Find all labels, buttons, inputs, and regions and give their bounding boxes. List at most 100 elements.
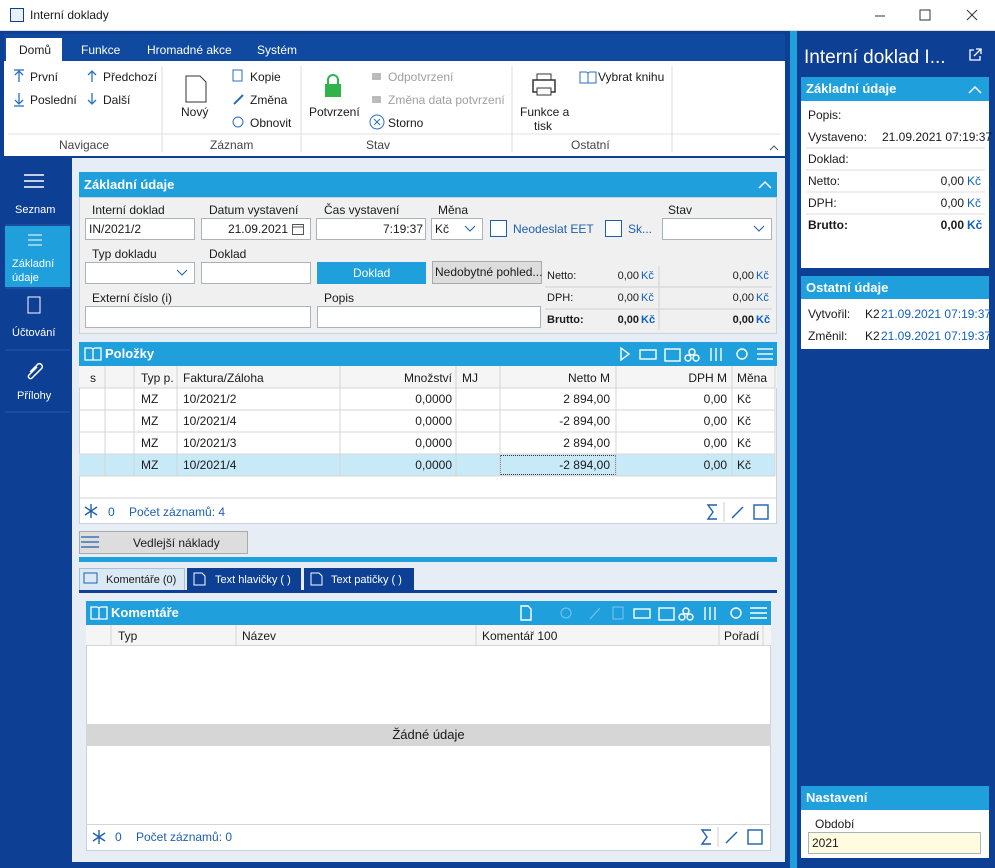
checkbox[interactable]: [490, 220, 507, 237]
grid-cell[interactable]: 0,0000: [415, 392, 452, 406]
column-header[interactable]: MJ: [462, 371, 478, 385]
period-select[interactable]: [808, 832, 981, 854]
grid-cell[interactable]: Kč: [737, 458, 752, 472]
user: K2: [865, 329, 880, 343]
grid-cell[interactable]: 2 894,00: [563, 392, 610, 406]
grid-cell[interactable]: 0,0000: [415, 436, 452, 450]
ribbon-button[interactable]: Změna: [250, 93, 288, 107]
currency: Kč: [641, 292, 654, 304]
grid-cell[interactable]: -2 894,00: [559, 414, 610, 428]
sidebar-item[interactable]: Účtování: [12, 327, 56, 339]
column-header[interactable]: Pořadí: [724, 629, 760, 643]
grid-cell[interactable]: 2 894,00: [563, 436, 610, 450]
footer-tools[interactable]: [700, 502, 780, 522]
ribbon-button[interactable]: Vybrat knihu: [598, 70, 665, 84]
column-header[interactable]: Typ p.: [141, 371, 174, 385]
collapse-icon[interactable]: [757, 178, 773, 192]
window-controls[interactable]: [870, 8, 990, 24]
sidebar-item[interactable]: Seznam: [15, 204, 56, 216]
toolbar[interactable]: [615, 345, 777, 363]
ribbon-button[interactable]: Potvrzení: [309, 105, 360, 119]
ribbon-button[interactable]: Obnovit: [250, 116, 292, 130]
grid-cell[interactable]: 10/2021/3: [183, 436, 237, 450]
column-header[interactable]: Množství: [403, 371, 452, 385]
panel-header: [86, 601, 771, 625]
grid-cell[interactable]: -2 894,00: [559, 458, 610, 472]
grid-cell[interactable]: 0,00: [703, 458, 727, 472]
tab[interactable]: [187, 568, 301, 591]
ribbon-button[interactable]: Odpotvrzení: [388, 70, 454, 84]
popout-icon[interactable]: [968, 48, 982, 62]
toolbar[interactable]: [518, 604, 770, 622]
ribbon-button[interactable]: První: [30, 70, 59, 84]
grid-cell[interactable]: MZ: [141, 458, 159, 472]
sidebar-item[interactable]: údaje: [12, 272, 39, 284]
ribbon-button[interactable]: Kopie: [250, 70, 281, 84]
state-select[interactable]: [662, 218, 772, 240]
checkbox-label: Sk...: [628, 222, 653, 236]
card-label: Popis:: [808, 108, 842, 122]
button-label: Nedobytné pohled...: [435, 265, 543, 279]
ribbon-button[interactable]: Změna data potvrzení: [388, 93, 505, 107]
button[interactable]: [79, 531, 248, 554]
ribbon-button[interactable]: Storno: [388, 116, 424, 130]
input[interactable]: [317, 306, 541, 328]
button[interactable]: [317, 262, 426, 284]
column-header[interactable]: DPH M: [688, 371, 727, 385]
ribbon-button[interactable]: Další: [103, 93, 131, 107]
grid-cell[interactable]: 0,0000: [415, 458, 452, 472]
total-value: 0,00: [732, 314, 754, 326]
grid-cell[interactable]: Kč: [737, 392, 752, 406]
splitter[interactable]: [79, 557, 777, 562]
date-input[interactable]: [201, 218, 311, 240]
ribbon-button[interactable]: Poslední: [30, 93, 77, 107]
freeze-icon[interactable]: [83, 503, 99, 519]
grid-cell[interactable]: 0,00: [703, 414, 727, 428]
grid-cell[interactable]: 0,0000: [415, 414, 452, 428]
grid-cell[interactable]: MZ: [141, 392, 159, 406]
input[interactable]: [201, 262, 311, 284]
column-header[interactable]: Typ: [118, 629, 138, 643]
column-header[interactable]: Faktura/Záloha: [183, 371, 264, 385]
calendar-icon[interactable]: [292, 223, 304, 235]
grid-cell[interactable]: Kč: [737, 436, 752, 450]
grid-cell[interactable]: 0,00: [703, 436, 727, 450]
grid-cell[interactable]: MZ: [141, 414, 159, 428]
footer-tools[interactable]: [694, 827, 774, 847]
input[interactable]: [85, 218, 195, 240]
sidebar-item[interactable]: Základní: [12, 258, 55, 270]
ribbon-button[interactable]: Předchozí: [103, 70, 158, 84]
column-header[interactable]: Netto M: [567, 371, 610, 385]
type-select[interactable]: [85, 262, 195, 284]
currency: Kč: [967, 174, 982, 188]
ribbon-button[interactable]: tisk: [534, 119, 552, 133]
column-header[interactable]: Název: [242, 629, 277, 643]
time-input[interactable]: [316, 218, 426, 240]
grid-cell[interactable]: 10/2021/2: [183, 392, 237, 406]
freeze-icon[interactable]: [91, 829, 107, 845]
checkbox[interactable]: [605, 220, 622, 237]
column-header[interactable]: s: [90, 371, 96, 385]
grid-cell[interactable]: MZ: [141, 436, 159, 450]
tab[interactable]: [304, 568, 414, 591]
grid-cell[interactable]: Kč: [737, 414, 752, 428]
grid-cell[interactable]: 0,00: [703, 392, 727, 406]
button[interactable]: [432, 261, 542, 284]
grid-cell[interactable]: 10/2021/4: [183, 414, 237, 428]
ribbon-tab[interactable]: Hromadné akce: [147, 43, 232, 57]
grid-cell[interactable]: 10/2021/4: [183, 458, 237, 472]
column-header[interactable]: Komentář 100: [482, 629, 558, 643]
currency: Kč: [641, 270, 654, 282]
column-header[interactable]: Měna: [737, 371, 768, 385]
currency-select[interactable]: [431, 218, 483, 240]
card-header: [801, 276, 989, 299]
ribbon-button[interactable]: Funkce a: [520, 105, 570, 119]
ribbon-button[interactable]: Nový: [181, 105, 209, 119]
ribbon-tab[interactable]: Domů: [19, 43, 52, 57]
group-label: Záznam: [210, 138, 254, 152]
ribbon-tab[interactable]: Systém: [257, 43, 298, 57]
panel-splitter[interactable]: [790, 31, 797, 868]
input[interactable]: [85, 306, 311, 328]
ribbon-tab[interactable]: Funkce: [81, 43, 121, 57]
sidebar-item[interactable]: Přílohy: [17, 390, 52, 402]
